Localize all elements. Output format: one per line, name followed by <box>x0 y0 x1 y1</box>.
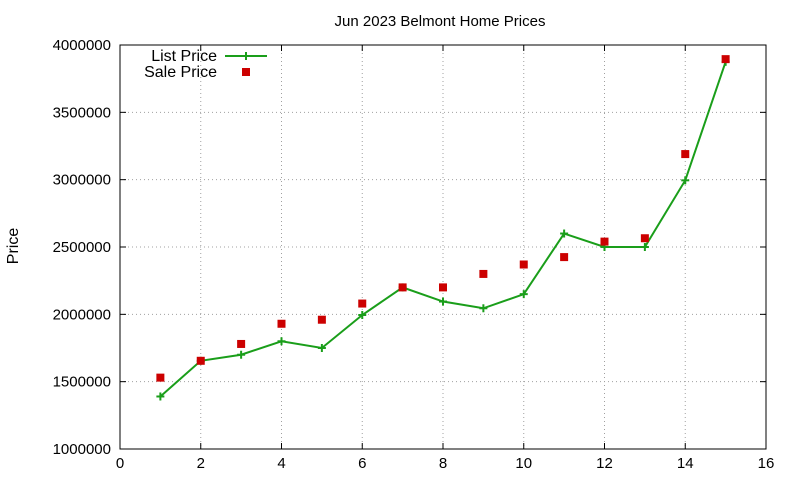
grid <box>120 45 766 449</box>
y-tick-label: 1000000 <box>53 441 111 458</box>
list-price-point <box>681 176 690 185</box>
axes: 0 2 4 6 8 10 12 14 16 1000000 1500000 2000000 250000… <box>53 37 775 472</box>
x-tick-label: 8 <box>439 455 447 472</box>
list-price-point <box>640 243 649 251</box>
x-tick-label: 10 <box>515 455 532 472</box>
sale-price-point <box>600 237 609 246</box>
sale-price-point <box>398 283 407 292</box>
x-tick-label: 4 <box>277 455 285 472</box>
list-price-point <box>479 304 488 313</box>
y-axis-label: Price <box>5 228 22 265</box>
x-tick-label: 0 <box>116 455 124 472</box>
x-tick-label: 6 <box>358 455 366 472</box>
legend-point-swatch <box>242 52 250 60</box>
sale-price-point <box>681 150 690 159</box>
y-tick-label: 3500000 <box>53 104 111 121</box>
legend-label: Sale Price <box>144 64 217 81</box>
x-tick-label: 2 <box>197 455 205 472</box>
sale-price-point <box>156 373 165 382</box>
sale-price-point <box>721 55 730 64</box>
sale-price-point <box>358 299 367 308</box>
y-tick-label: 2000000 <box>53 306 111 323</box>
x-tick-label: 12 <box>596 455 613 472</box>
sale-price-point <box>560 253 569 262</box>
sale-price-point <box>196 356 205 365</box>
y-tick-label: 2500000 <box>53 239 111 256</box>
list-price-point <box>317 344 326 352</box>
legend-label: List Price <box>151 48 217 65</box>
x-tick-label: 14 <box>677 455 694 472</box>
sale-price-point <box>237 339 246 348</box>
list-price-point <box>560 229 569 238</box>
sale-price-point <box>317 315 326 324</box>
sale-price-point <box>519 260 528 269</box>
list-price-point <box>237 350 246 359</box>
sale-price-point <box>479 269 488 278</box>
legend-point-swatch <box>242 68 250 76</box>
chart-title: Jun 2023 Belmont Home Prices <box>335 13 546 30</box>
list-price-point <box>439 297 447 306</box>
sale-price-point <box>277 319 286 328</box>
list-price-point <box>277 337 286 346</box>
sale-price-point <box>640 234 649 243</box>
y-tick-label: 3000000 <box>53 172 111 189</box>
list-price-point <box>156 392 165 401</box>
y-tick-label: 4000000 <box>53 37 111 54</box>
sale-price-point <box>439 283 447 292</box>
x-tick-label: 16 <box>758 455 775 472</box>
y-tick-label: 1500000 <box>53 374 111 391</box>
list-price-point <box>519 290 528 299</box>
series-sale-price <box>156 55 730 382</box>
series <box>156 55 730 401</box>
list-price-point <box>358 311 367 320</box>
